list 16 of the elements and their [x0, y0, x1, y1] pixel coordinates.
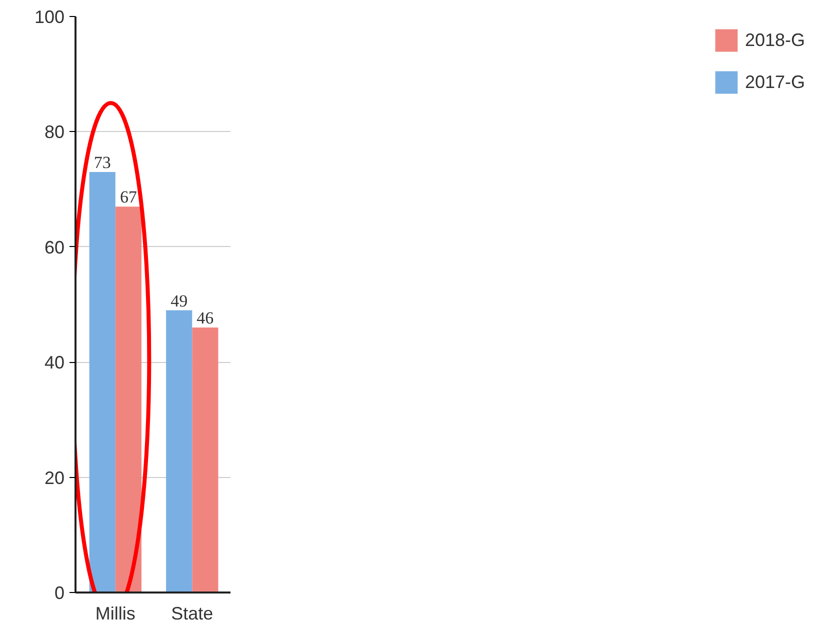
- x-tick-label: State: [171, 604, 214, 624]
- y-tick-label: 0: [54, 583, 65, 603]
- x-tick-label: Millis: [95, 604, 136, 624]
- y-tick-label: 20: [44, 468, 65, 488]
- bar: [192, 328, 218, 592]
- data-label: 67: [120, 188, 138, 207]
- legend-label: 2018-G: [744, 30, 805, 50]
- data-label: 73: [94, 153, 111, 172]
- data-label: 49: [170, 291, 188, 310]
- y-tick-label: 80: [44, 122, 65, 142]
- y-tick-label: 60: [44, 237, 65, 258]
- legend-label: 2017-G: [744, 72, 805, 92]
- bar: [166, 310, 192, 592]
- y-tick-label: 100: [34, 7, 65, 27]
- y-tick-label: 40: [44, 352, 65, 373]
- data-label: 46: [196, 308, 214, 328]
